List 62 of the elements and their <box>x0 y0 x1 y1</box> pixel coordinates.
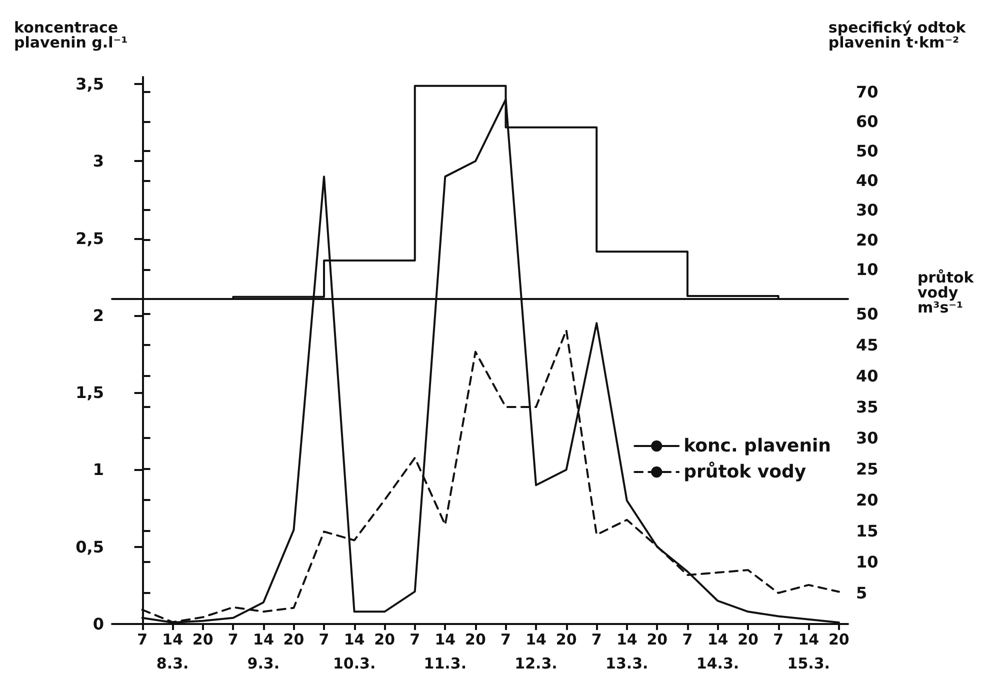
y3-tick-label: 40 <box>856 171 878 190</box>
text: 12.3. <box>514 654 558 672</box>
x-tick-label: 20 <box>646 630 668 648</box>
x-tick-label: 20 <box>374 630 396 648</box>
y3-tick-label: 70 <box>856 82 878 102</box>
y3-tick-label: 30 <box>856 200 878 220</box>
y-tick-label: 0,5 <box>76 537 104 556</box>
x-tick-label: 14 <box>798 630 820 648</box>
x-tick-label: 20 <box>556 630 577 648</box>
x-tick-label: 14 <box>526 630 546 648</box>
y2-axis-title: průtok vody m³s⁻¹ <box>918 268 980 316</box>
y2-tick-label: 25 <box>856 460 878 478</box>
y3-tick-label: 60 <box>856 112 878 131</box>
y3-tick-label: 20 <box>856 230 878 250</box>
text: 11.3. <box>424 654 467 672</box>
text: 15.3. <box>787 654 830 672</box>
text: 8.3. <box>156 654 189 672</box>
text: 14.3. <box>696 654 740 672</box>
x-tick-label: 7 <box>318 630 330 648</box>
y3-tick-label: 50 <box>856 142 878 160</box>
x-tick-label: 14 <box>434 630 456 648</box>
y2-tick-label: 30 <box>856 428 878 448</box>
x-tick-label: 7 <box>773 630 784 648</box>
x-tick-label: 7 <box>137 630 148 648</box>
x-tick-label: 7 <box>410 630 420 648</box>
y-tick-label: 0 <box>92 614 104 634</box>
y2-tick-label: 45 <box>856 336 878 354</box>
x-tick-label: 7 <box>500 630 511 648</box>
y3-axis-title: specifický odtok plavenin t·km⁻² <box>828 18 972 52</box>
legend-label: konc. plavenin <box>684 436 832 456</box>
y2-tick-label: 15 <box>856 522 878 540</box>
x-tick-label: 7 <box>228 630 238 648</box>
y-tick-label: 2 <box>92 306 104 325</box>
x-tick-label: 20 <box>828 630 850 648</box>
y2-tick-label: 10 <box>856 552 878 572</box>
y2-tick-label: 50 <box>856 304 878 324</box>
x-tick-label: 14 <box>616 630 638 648</box>
x-tick-label: 20 <box>465 630 486 648</box>
x-tick-label: 7 <box>682 630 693 648</box>
y2-tick-label: 5 <box>856 584 868 602</box>
x-tick-label: 14 <box>162 630 184 648</box>
legend-label: průtok vody <box>684 462 806 482</box>
text: 10.3. <box>332 654 376 672</box>
text: 13.3. <box>606 654 648 672</box>
y-tick-label: 2,5 <box>76 228 104 248</box>
y-tick-label: 1 <box>92 460 104 480</box>
x-tick-label: 14 <box>707 630 728 648</box>
y2-tick-label: 20 <box>856 490 878 510</box>
x-tick-label: 14 <box>344 630 365 648</box>
y-axis-title: koncentrace plavenin g.l⁻¹ <box>14 18 128 52</box>
y-tick-label: 3,5 <box>76 74 104 94</box>
x-tick-label: 7 <box>591 630 602 648</box>
y2-tick-label: 40 <box>856 366 878 386</box>
x-tick-label: 20 <box>192 630 214 648</box>
x-tick-label: 20 <box>738 630 758 648</box>
y-tick-label: 1,5 <box>76 383 104 402</box>
text: 9.3. <box>247 654 280 672</box>
y-tick-label: 3 <box>92 152 104 171</box>
x-tick-label: 14 <box>253 630 274 648</box>
y2-tick-label: 35 <box>856 398 878 416</box>
x-tick-label: 20 <box>283 630 304 648</box>
y3-tick-label: 10 <box>856 260 878 279</box>
